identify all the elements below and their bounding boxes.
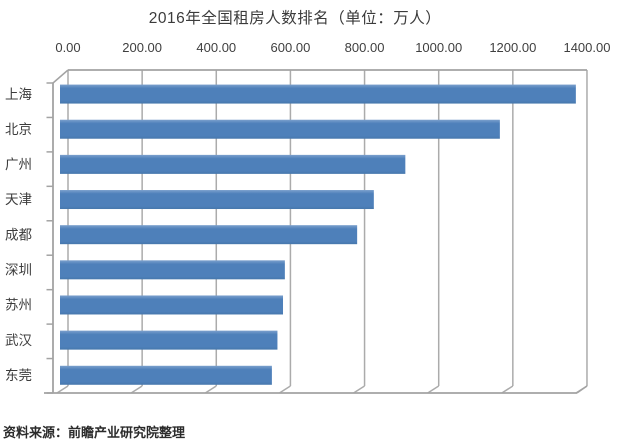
y-category-label: 东莞 bbox=[5, 368, 32, 383]
bar-成都 bbox=[60, 225, 358, 245]
x-tick-label: 800.00 bbox=[345, 40, 385, 55]
y-category-label: 天津 bbox=[5, 192, 32, 207]
y-category-label: 深圳 bbox=[5, 263, 32, 278]
gridline-foot bbox=[501, 385, 514, 394]
bar-苏州 bbox=[60, 295, 284, 315]
bar-天津 bbox=[60, 190, 374, 210]
bar-北京 bbox=[60, 119, 500, 139]
y-category-label: 成都 bbox=[5, 227, 32, 242]
bar-深圳 bbox=[60, 260, 285, 280]
y-category-label: 苏州 bbox=[5, 298, 32, 313]
y-category-label: 上海 bbox=[5, 87, 32, 102]
source-note: 资料来源：前瞻产业研究院整理 bbox=[3, 425, 186, 440]
wall-edge-top-left bbox=[52, 69, 69, 84]
bar-武汉 bbox=[60, 330, 278, 350]
bar-广州 bbox=[60, 154, 406, 174]
gridline-foot bbox=[204, 385, 217, 394]
y-category-label: 广州 bbox=[5, 157, 32, 172]
x-tick-label: 1200.00 bbox=[489, 40, 536, 55]
wall-edge-bottom-right bbox=[576, 385, 588, 394]
x-tick-label: 600.00 bbox=[271, 40, 311, 55]
x-tick-label: 0.00 bbox=[55, 40, 80, 55]
bar-上海 bbox=[60, 84, 576, 104]
chart-title: 2016年全国租房人数排名（单位：万人） bbox=[148, 10, 442, 27]
gridline-foot bbox=[130, 385, 143, 394]
gridline-foot bbox=[427, 385, 440, 394]
y-category-label: 北京 bbox=[5, 122, 32, 137]
gridline-foot bbox=[279, 385, 291, 394]
x-tick-label: 1000.00 bbox=[415, 40, 462, 55]
x-tick-label: 400.00 bbox=[196, 40, 236, 55]
y-category-label: 武汉 bbox=[5, 333, 32, 348]
x-tick-label: 200.00 bbox=[122, 40, 162, 55]
gridline-foot bbox=[353, 385, 365, 394]
x-tick-label: 1400.00 bbox=[563, 40, 610, 55]
gridline-foot bbox=[56, 385, 69, 394]
bar-东莞 bbox=[60, 365, 272, 385]
